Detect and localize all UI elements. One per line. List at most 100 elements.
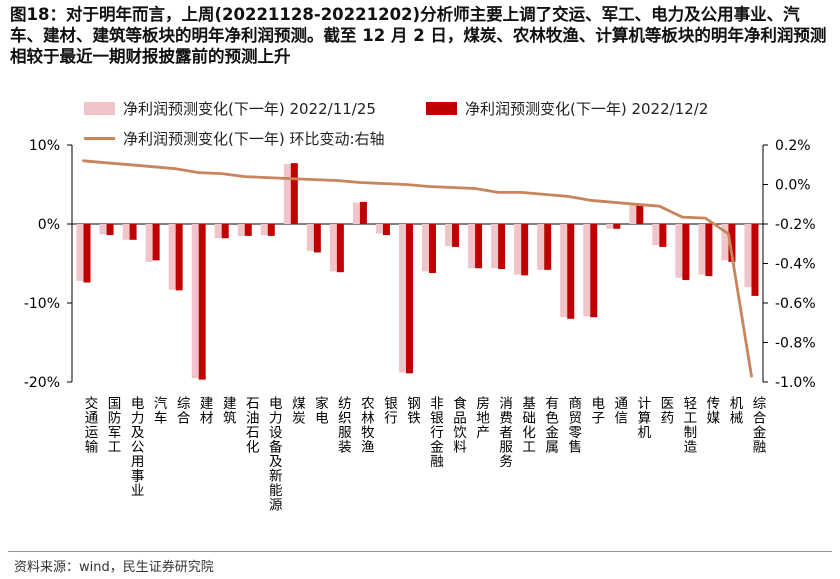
category-label: 计算机 bbox=[634, 396, 651, 440]
bar-series2 bbox=[382, 224, 390, 236]
category-label: 综合 bbox=[174, 396, 191, 425]
bar-series2 bbox=[498, 224, 506, 270]
bar-series1 bbox=[468, 224, 476, 269]
bar-series2 bbox=[267, 224, 275, 236]
bar-series2 bbox=[567, 224, 575, 319]
bar-series1 bbox=[145, 224, 153, 262]
category-label: 交通运输 bbox=[82, 395, 99, 454]
bar-series2 bbox=[405, 224, 413, 374]
line-series3 bbox=[82, 159, 753, 378]
bar-series1 bbox=[76, 224, 84, 281]
bar-series1 bbox=[99, 224, 107, 235]
category-label: 钢铁 bbox=[404, 396, 421, 425]
category-label: 非银行金融 bbox=[427, 396, 444, 469]
bar-series2 bbox=[129, 224, 137, 240]
legend-label-series3: 净利润预测变化(下一年) 环比变动:右轴 bbox=[123, 130, 385, 148]
bar-series1 bbox=[375, 224, 383, 234]
category-label: 商贸零售 bbox=[565, 396, 582, 454]
bar-series1 bbox=[445, 224, 453, 247]
category-label: 综合金融 bbox=[749, 396, 766, 454]
bar-series2 bbox=[590, 224, 598, 318]
legend-swatch-series2 bbox=[426, 102, 457, 115]
legend-label-series2: 净利润预测变化(下一年) 2022/12/2 bbox=[465, 100, 709, 118]
bar-series2 bbox=[728, 224, 736, 262]
bar-series2 bbox=[175, 224, 183, 291]
category-label: 通信 bbox=[611, 396, 628, 425]
bar-series1 bbox=[122, 224, 130, 240]
category-label: 建筑 bbox=[220, 396, 237, 426]
bar-series2 bbox=[705, 224, 713, 277]
category-label: 国防军工 bbox=[105, 396, 122, 454]
category-label: 轻工制造 bbox=[680, 396, 697, 455]
bar-series1 bbox=[422, 224, 430, 272]
bar-series2 bbox=[751, 224, 759, 296]
legend-series1: 净利润预测变化(下一年) 2022/11/25 bbox=[84, 98, 376, 119]
left-tick-label: -20% bbox=[24, 375, 60, 391]
bar-series1 bbox=[260, 224, 268, 236]
bar-series1 bbox=[698, 224, 706, 275]
category-label: 汽车 bbox=[151, 396, 168, 425]
bar-series1 bbox=[283, 163, 291, 224]
bar-series1 bbox=[744, 224, 752, 288]
category-label: 消费者服务 bbox=[496, 396, 513, 469]
bar-series2 bbox=[313, 224, 321, 253]
category-label: 基础化工 bbox=[519, 395, 536, 454]
right-tick-label: -0.4% bbox=[775, 257, 816, 273]
bar-series2 bbox=[198, 224, 206, 380]
category-label: 电子 bbox=[588, 396, 605, 425]
bar-series1 bbox=[191, 224, 199, 379]
bar-series1 bbox=[606, 224, 614, 229]
bar-series1 bbox=[237, 224, 245, 236]
category-label: 家电 bbox=[312, 395, 329, 425]
legend-swatch-series1 bbox=[84, 102, 115, 115]
legend-series3: 净利润预测变化(下一年) 环比变动:右轴 bbox=[84, 128, 385, 149]
bar-series1 bbox=[306, 224, 314, 251]
left-tick-label: 10% bbox=[29, 138, 60, 154]
legend-label-series1: 净利润预测变化(下一年) 2022/11/25 bbox=[123, 100, 376, 118]
bar-series2 bbox=[659, 224, 667, 247]
bar-series2 bbox=[336, 224, 344, 273]
bar-series2 bbox=[359, 201, 367, 224]
bar-series1 bbox=[214, 224, 222, 239]
bar-series2 bbox=[475, 224, 483, 269]
left-tick-label: -10% bbox=[24, 296, 60, 312]
bar-series2 bbox=[152, 224, 160, 261]
category-label: 农林牧渔 bbox=[358, 396, 375, 454]
bar-series2 bbox=[544, 224, 552, 270]
bar-series1 bbox=[583, 224, 591, 317]
category-label: 食品饮料 bbox=[450, 395, 467, 454]
bar-series2 bbox=[221, 224, 229, 239]
bar-series2 bbox=[244, 224, 252, 236]
category-label: 银行 bbox=[381, 396, 398, 426]
bar-series1 bbox=[675, 224, 683, 278]
right-tick-label: -0.6% bbox=[775, 296, 816, 312]
category-label: 房地产 bbox=[473, 396, 490, 440]
bar-series1 bbox=[721, 224, 729, 261]
left-tick-label: 0% bbox=[38, 217, 60, 233]
category-label: 传媒 bbox=[703, 396, 720, 425]
legend-swatch-series3 bbox=[84, 137, 115, 140]
category-label: 电力设备及新能源 bbox=[266, 396, 283, 512]
category-label: 电力及公用事业 bbox=[128, 396, 145, 498]
bar-series2 bbox=[452, 224, 460, 247]
bar-series2 bbox=[290, 163, 298, 224]
category-label: 建材 bbox=[197, 396, 214, 425]
category-label: 机械 bbox=[726, 396, 743, 425]
category-label: 纺织服装 bbox=[335, 396, 352, 454]
chart-title: 图18：对于明年而言，上周(20221128-20221202)分析师主要上调了… bbox=[10, 5, 827, 66]
source-note: 资料来源：wind，民生证券研究院 bbox=[14, 560, 214, 575]
right-tick-label: -1.0% bbox=[775, 375, 816, 391]
bar-series1 bbox=[652, 224, 660, 246]
bar-series2 bbox=[429, 224, 437, 273]
bar-series1 bbox=[629, 205, 637, 224]
bar-series2 bbox=[613, 224, 621, 229]
divider bbox=[8, 551, 832, 552]
bar-series1 bbox=[537, 224, 545, 270]
bar-series1 bbox=[329, 224, 337, 272]
category-label: 石油石化 bbox=[243, 396, 260, 454]
right-tick-label: -0.2% bbox=[775, 217, 816, 233]
bar-series1 bbox=[352, 202, 360, 224]
right-tick-label: 0.0% bbox=[775, 178, 811, 194]
bar-series2 bbox=[83, 224, 91, 283]
